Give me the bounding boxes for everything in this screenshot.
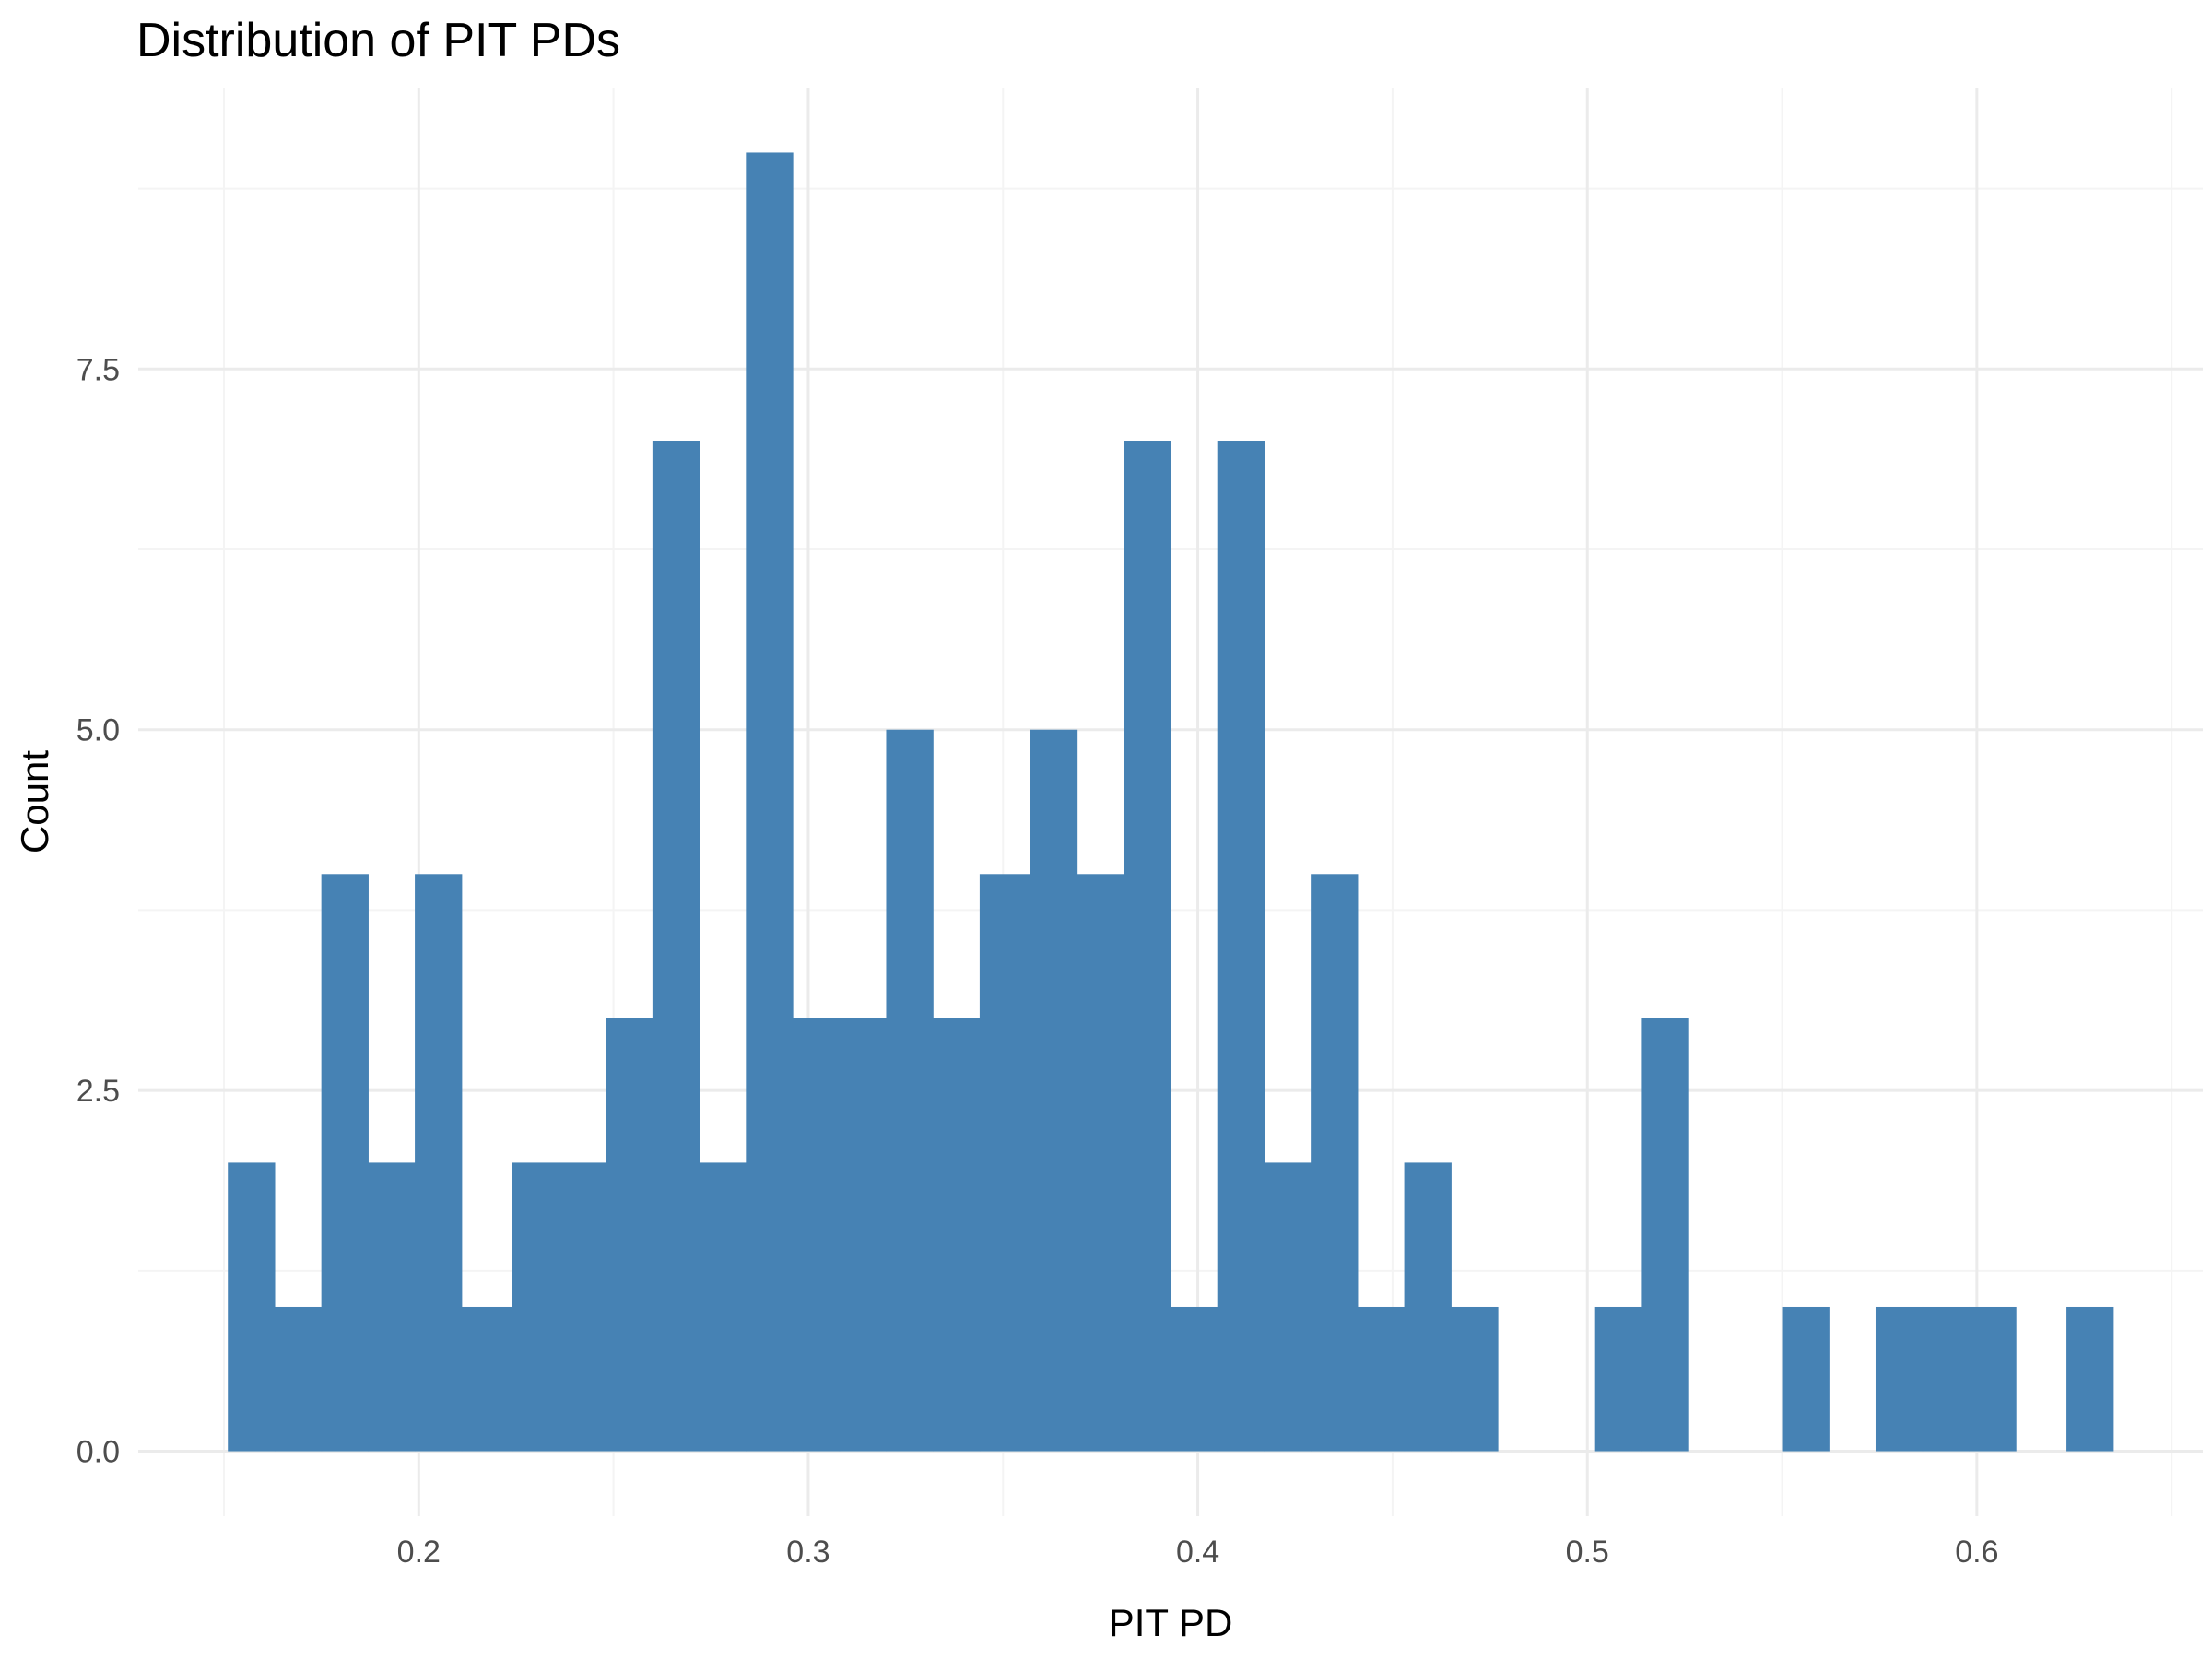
- histogram-bar: [1077, 874, 1124, 1452]
- histogram-bar: [746, 152, 794, 1452]
- x-tick-label: 0.6: [1955, 1535, 1998, 1570]
- histogram-bar: [1969, 1306, 2017, 1452]
- histogram-bar: [1641, 1018, 1689, 1452]
- histogram-bar: [699, 1162, 747, 1452]
- x-tick-label: 0.3: [786, 1535, 830, 1570]
- histogram-bar: [1171, 1306, 1218, 1452]
- histogram-bar: [1311, 874, 1359, 1452]
- histogram-bar: [2066, 1306, 2114, 1452]
- x-tick-label: 0.5: [1566, 1535, 1609, 1570]
- histogram-bar: [1922, 1306, 1971, 1452]
- x-tick-label: 0.4: [1176, 1535, 1219, 1570]
- grid-minor: [138, 88, 2203, 1516]
- x-axis-title: PIT PD: [1109, 1601, 1233, 1644]
- histogram-bar: [368, 1162, 416, 1452]
- histogram-bar: [652, 441, 700, 1452]
- histogram-bar: [886, 729, 934, 1452]
- y-tick-label: 5.0: [76, 713, 120, 748]
- histogram-bar: [1124, 441, 1171, 1452]
- histogram-bar: [559, 1162, 606, 1452]
- x-tick-label: 0.2: [397, 1535, 441, 1570]
- y-tick-label: 2.5: [76, 1074, 120, 1109]
- histogram-bar: [321, 874, 369, 1452]
- y-axis-title: Count: [13, 750, 56, 853]
- histogram-bar: [512, 1162, 560, 1452]
- x-tick-labels: 0.2 0.3 0.4 0.5 0.6: [397, 1535, 1999, 1570]
- y-tick-labels: 0.0 2.5 5.0 7.5: [76, 352, 120, 1469]
- histogram-bar: [1875, 1306, 1924, 1452]
- histogram-bar: [1264, 1162, 1312, 1452]
- histogram-bar: [793, 1018, 841, 1452]
- histogram-bar: [274, 1306, 323, 1452]
- bars: [228, 152, 2114, 1452]
- histogram-bar: [1217, 441, 1265, 1452]
- histogram-bar: [1594, 1306, 1642, 1452]
- histogram-bar: [606, 1018, 653, 1452]
- histogram-bar: [228, 1162, 276, 1452]
- histogram-bar: [1451, 1306, 1499, 1452]
- histogram-bar: [839, 1018, 888, 1452]
- y-tick-label: 0.0: [76, 1435, 120, 1470]
- histogram-bar: [933, 1018, 981, 1452]
- histogram-bar: [461, 1306, 513, 1452]
- histogram-bar: [1357, 1306, 1406, 1452]
- histogram-bar: [1782, 1306, 1830, 1452]
- chart-title: Distribution of PIT PDs: [136, 14, 621, 67]
- histogram-bar: [979, 874, 1031, 1452]
- histogram-bar: [1030, 729, 1078, 1452]
- histogram-bar: [1404, 1162, 1452, 1452]
- histogram-bar: [415, 874, 463, 1452]
- y-tick-label: 7.5: [76, 352, 120, 387]
